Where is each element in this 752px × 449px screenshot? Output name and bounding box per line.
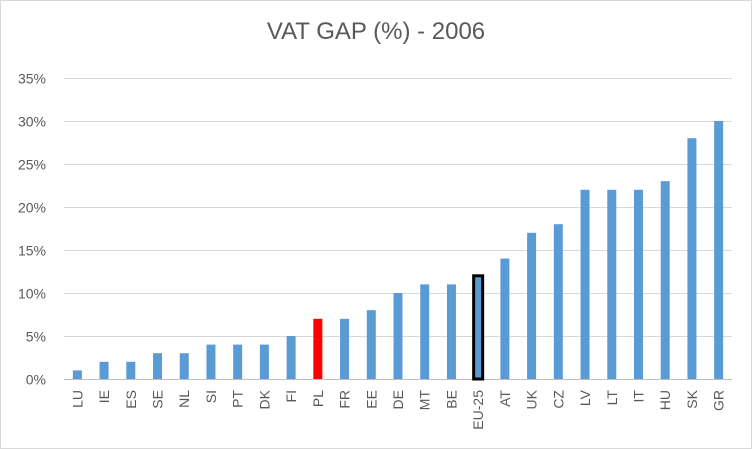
x-tick-label: LV: [577, 389, 593, 406]
bar-pt: [233, 344, 243, 379]
bar-hu: [660, 181, 670, 379]
y-tick-label: 0%: [26, 372, 46, 388]
x-tick-label: IT: [630, 390, 646, 403]
bar-lv: [580, 189, 590, 379]
y-tick-label: 35%: [18, 71, 46, 87]
bar-uk: [527, 232, 537, 379]
x-tick-label: DK: [256, 389, 272, 409]
y-tick-label: 10%: [18, 286, 46, 302]
x-tick-label: SI: [203, 390, 219, 403]
bar-fr: [340, 318, 350, 379]
bar-cz: [553, 224, 563, 379]
bar-mt: [420, 284, 430, 379]
bar-gr: [714, 121, 724, 379]
x-tick-label: ES: [123, 390, 139, 409]
x-tick-label: PT: [230, 390, 246, 408]
x-tick-label: EE: [363, 390, 379, 409]
x-tick-label: FI: [283, 390, 299, 402]
y-tick-label: 25%: [18, 157, 46, 173]
x-tick-label: MT: [417, 390, 433, 411]
x-tick-label: AT: [497, 390, 513, 407]
x-tick-label: SE: [150, 390, 166, 409]
bar-si: [206, 344, 216, 379]
x-tick-label: FR: [337, 390, 353, 409]
x-tick-label: LT: [604, 390, 620, 406]
bar-lu: [72, 370, 82, 379]
bar-pl: [313, 318, 323, 379]
x-tick-label: NL: [176, 390, 192, 408]
x-tick-label: IE: [96, 390, 112, 403]
y-tick-label: 30%: [18, 114, 46, 130]
bar-es: [126, 361, 136, 379]
bar-sk: [687, 138, 697, 379]
bar-de: [393, 293, 403, 379]
x-tick-label: GR: [711, 390, 727, 411]
bar-at: [500, 258, 510, 379]
x-tick-label: UK: [524, 389, 540, 409]
x-tick-label: CZ: [550, 390, 566, 409]
bar-ee: [366, 310, 376, 379]
x-tick-label: DE: [390, 390, 406, 409]
bar-fi: [286, 336, 296, 379]
y-tick-label: 5%: [26, 329, 46, 345]
x-tick-label: PL: [310, 390, 326, 407]
bar-nl: [179, 353, 189, 379]
bar-it: [633, 189, 643, 379]
bar-ie: [99, 361, 109, 379]
x-tick-label: SK: [684, 389, 700, 408]
bar-be: [446, 284, 456, 379]
bar-eu-25: [472, 274, 485, 381]
y-tick-label: 15%: [18, 243, 46, 259]
x-tick-label: BE: [443, 390, 459, 409]
y-tick-label: 20%: [18, 200, 46, 216]
x-tick-label: EU-25: [470, 390, 486, 430]
bar-lt: [607, 189, 617, 379]
bar-se: [153, 353, 163, 379]
x-tick-label: HU: [657, 390, 673, 410]
bar-dk: [259, 344, 269, 379]
x-tick-label: LU: [69, 390, 85, 408]
chart-title: VAT GAP (%) - 2006: [266, 18, 486, 45]
